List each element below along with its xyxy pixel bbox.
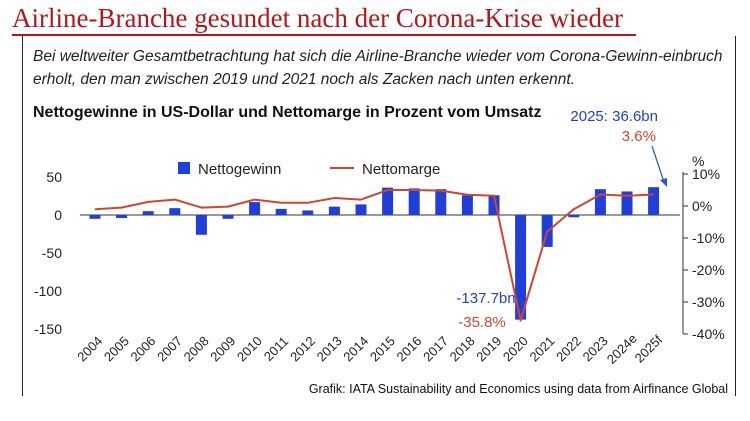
annotation-profit-2020: -137.7bn: [456, 290, 515, 307]
chart-title: Nettogewinne in US-Dollar und Nettomarge…: [33, 104, 542, 121]
right-axis-tick: -20%: [692, 262, 725, 278]
bar-nettogewinn: [621, 191, 633, 215]
left-axis-tick: -100: [34, 283, 62, 299]
headline: Airline-Branche gesundet nach der Corona…: [12, 3, 624, 33]
x-axis-tick: 2011: [261, 334, 291, 364]
right-axis-tick: 10%: [692, 166, 720, 182]
legend-swatch-nettogewinn: [178, 162, 190, 174]
bar-nettogewinn: [515, 215, 527, 320]
right-axis-tick: 0%: [692, 198, 712, 214]
x-axis-tick: 2024e: [604, 331, 640, 367]
annotation-arrow-line: [651, 145, 665, 183]
bar-nettogewinn: [302, 210, 314, 215]
bar-nettogewinn: [249, 202, 261, 215]
bar-nettogewinn: [169, 208, 181, 215]
right-axis-tick: -10%: [692, 230, 725, 246]
x-axis-tick: 2009: [207, 333, 238, 364]
intro-text: Bei weltweiter Gesamtbetrachtung hat sic…: [33, 48, 723, 88]
bar-nettogewinn: [328, 206, 340, 215]
x-axis-tick: 2019: [473, 333, 504, 364]
bar-nettogewinn: [195, 215, 207, 235]
bar-nettogewinn: [89, 215, 101, 219]
annotation-margin-2020: -35.8%: [458, 314, 506, 331]
x-axis-tick: 2013: [314, 333, 345, 364]
bar-nettogewinn: [435, 189, 447, 215]
x-axis-tick: 2006: [127, 333, 158, 364]
left-axis-tick: -50: [42, 245, 62, 261]
bar-nettogewinn: [355, 204, 367, 215]
bar-nettogewinn: [648, 187, 660, 215]
bar-nettogewinn: [568, 215, 580, 218]
x-axis-tick: 2016: [393, 333, 424, 364]
x-axis-tick: 2008: [181, 333, 212, 364]
legend-label-nettomarge: Nettomarge: [362, 161, 440, 178]
x-axis-tick: 2022: [553, 333, 584, 364]
line-nettomarge: [94, 189, 654, 322]
source-credit: Grafik: IATA Sustainability and Economic…: [308, 382, 728, 396]
right-axis-label: %: [692, 153, 704, 169]
x-axis-tick: 2020: [500, 333, 531, 364]
x-axis-tick: 2015: [367, 333, 398, 364]
x-axis-tick: 2014: [340, 333, 371, 364]
legend-label-nettogewinn: Nettogewinn: [198, 161, 281, 178]
bar-nettogewinn: [461, 195, 473, 215]
right-axis-tick: -30%: [692, 294, 725, 310]
annotation-arrow-head: [660, 178, 667, 187]
bar-nettogewinn: [275, 208, 287, 215]
left-axis-tick: -150: [34, 321, 62, 337]
x-axis-tick: 2010: [234, 333, 265, 364]
bar-nettogewinn: [408, 188, 420, 215]
annotation-margin-2025: 3.6%: [622, 128, 656, 145]
x-axis-tick: 2021: [526, 333, 557, 364]
x-axis-tick: 2005: [101, 333, 132, 364]
bar-nettogewinn: [594, 189, 606, 215]
left-axis-tick: 50: [46, 169, 62, 185]
x-axis-tick: 2018: [447, 333, 478, 364]
x-axis-tick: 2025f: [632, 332, 666, 366]
left-axis-tick: 0: [54, 207, 62, 223]
frame-right-border: [735, 36, 736, 396]
bar-nettogewinn: [142, 211, 154, 215]
bar-nettogewinn: [222, 215, 234, 219]
bar-nettogewinn: [382, 187, 394, 215]
frame-left-border: [22, 36, 23, 396]
right-axis-tick: -40%: [692, 326, 725, 342]
x-axis-tick: 2004: [74, 333, 105, 364]
annotation-profit-2025: 2025: 36.6bn: [570, 108, 658, 125]
x-axis-tick: 2012: [287, 333, 318, 364]
bar-nettogewinn: [488, 195, 500, 215]
x-axis-tick: 2017: [420, 333, 451, 364]
bar-nettogewinn: [116, 215, 128, 219]
headline-rule: [12, 34, 636, 36]
x-axis-tick: 2007: [154, 333, 185, 364]
